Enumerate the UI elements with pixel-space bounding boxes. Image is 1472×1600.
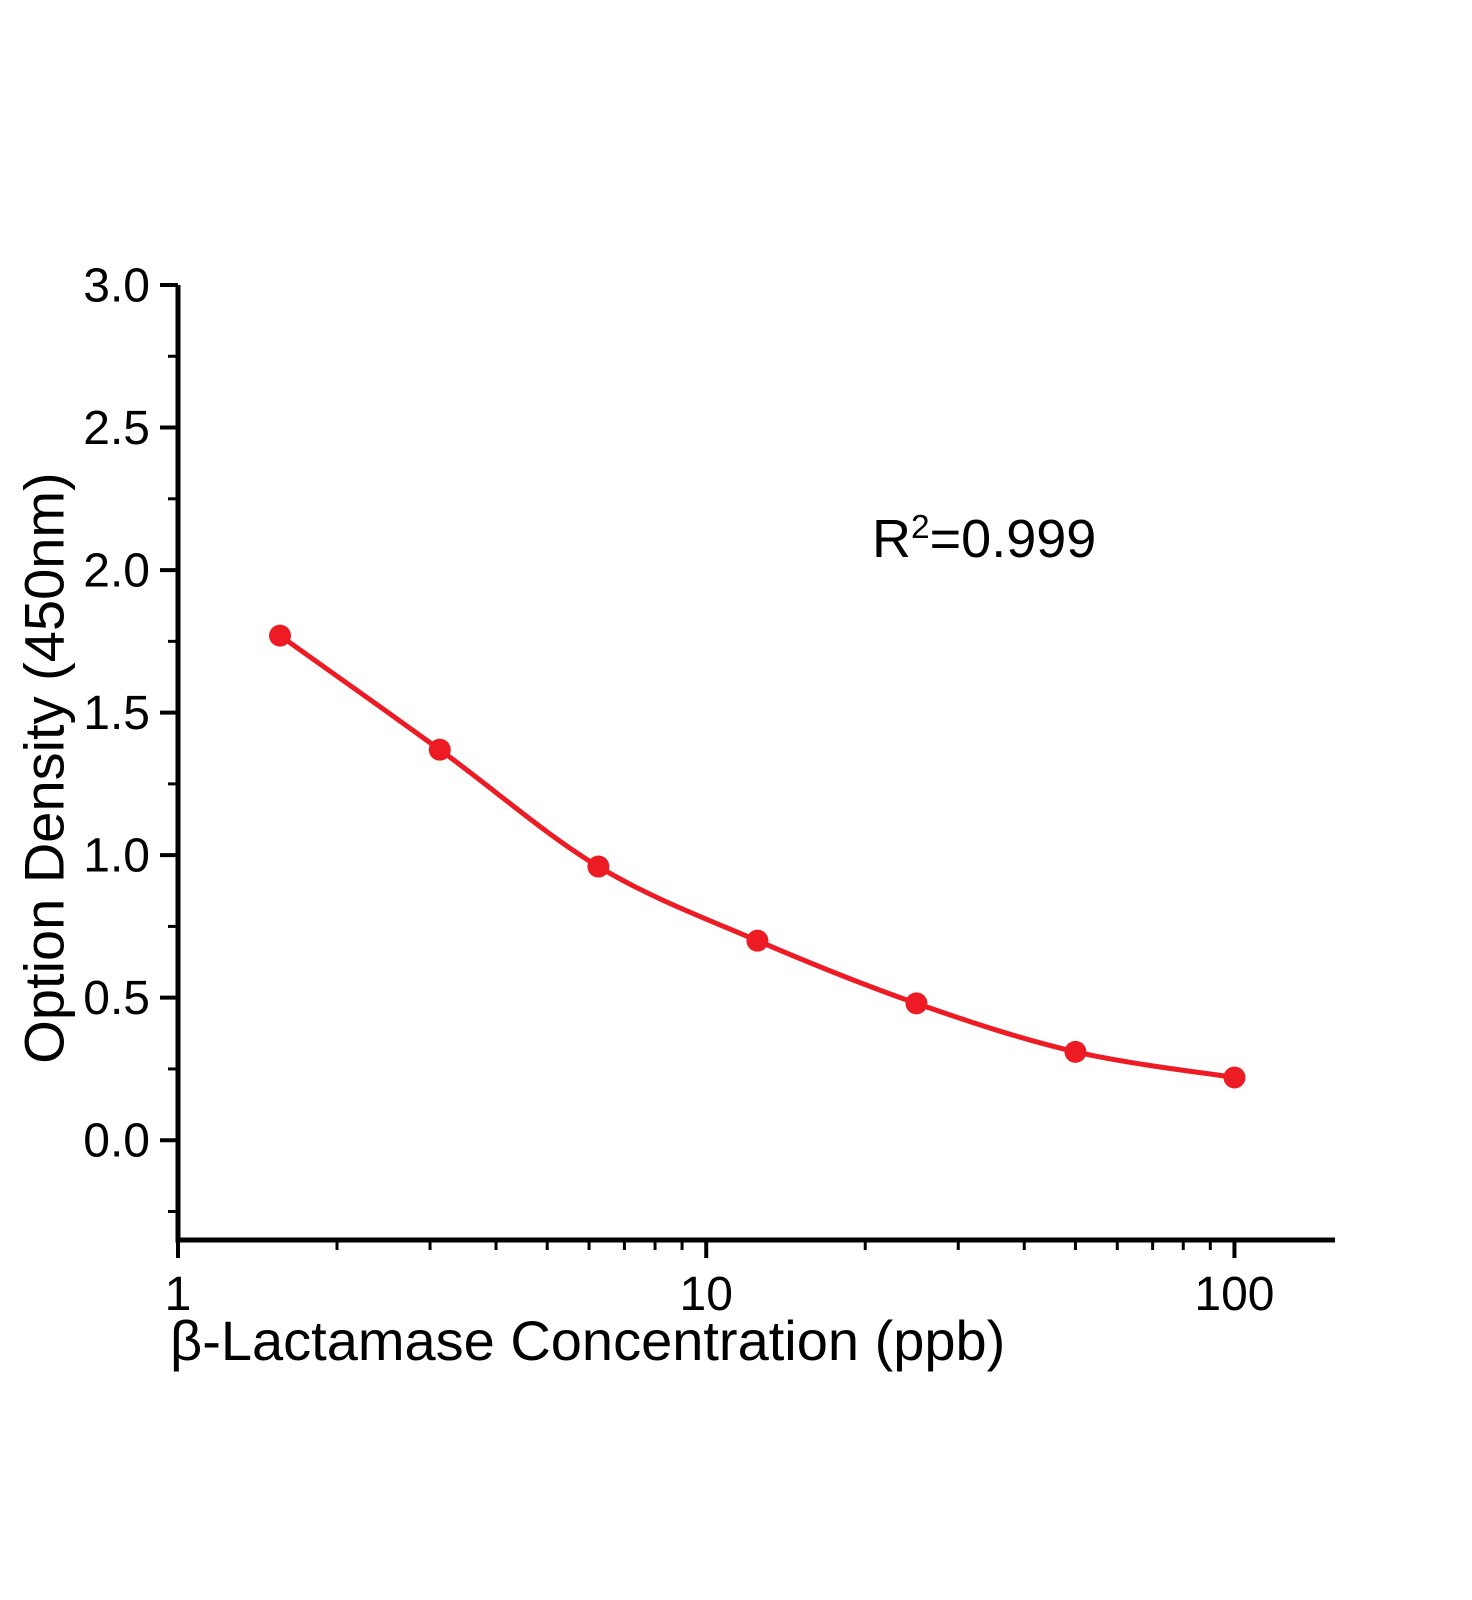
data-point-marker: [746, 929, 769, 952]
y-tick-label: 2.5: [83, 402, 150, 455]
r-squared-exponent: 2: [911, 509, 930, 546]
x-tick-label: 1: [165, 1268, 192, 1321]
data-point-marker: [1064, 1040, 1087, 1063]
x-tick-label: 10: [680, 1268, 733, 1321]
r-squared-annotation: R2=0.999: [872, 508, 1096, 570]
x-axis-label: β-Lactamase Concentration (ppb): [170, 1309, 1006, 1372]
y-tick-label: 1.0: [83, 829, 150, 882]
y-tick-label: 1.5: [83, 687, 150, 740]
data-point-marker: [269, 624, 292, 647]
y-tick-label: 0.5: [83, 972, 150, 1025]
series-curve: [278, 633, 1235, 1080]
data-point-marker: [905, 992, 928, 1015]
r-squared-value: =0.999: [929, 509, 1097, 569]
y-tick-label: 2.0: [83, 544, 150, 597]
y-axis-label: Option Density (450nm): [12, 472, 76, 1064]
data-point-marker: [587, 855, 610, 878]
x-tick-label: 100: [1194, 1268, 1274, 1321]
y-tick-label: 0.0: [83, 1115, 150, 1168]
y-tick-label: 3.0: [83, 259, 150, 312]
data-point-marker: [428, 738, 451, 761]
r-squared-base: R: [872, 509, 911, 569]
data-point-marker: [1223, 1066, 1246, 1089]
